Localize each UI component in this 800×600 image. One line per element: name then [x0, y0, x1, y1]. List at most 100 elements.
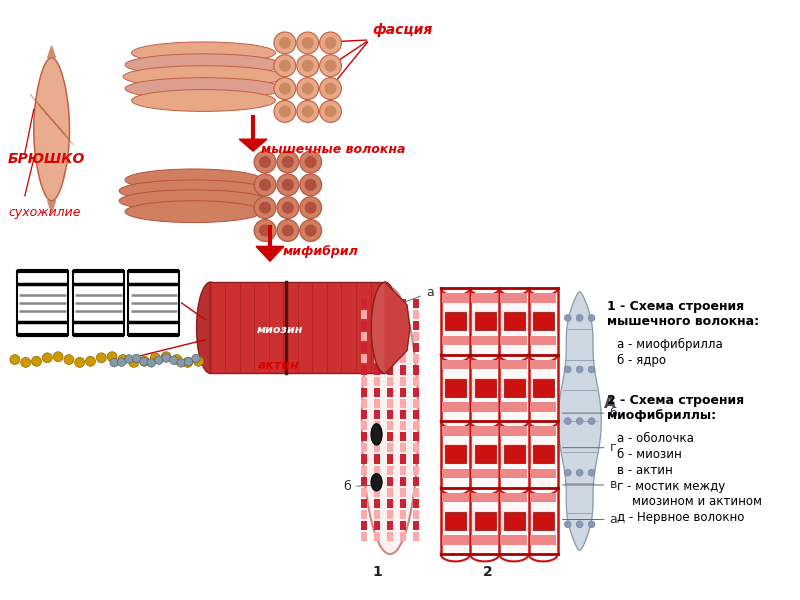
Text: в - актин: в - актин: [618, 464, 673, 477]
Circle shape: [184, 358, 193, 366]
Circle shape: [564, 418, 571, 425]
Bar: [413, 410, 418, 419]
Circle shape: [259, 202, 271, 214]
Ellipse shape: [131, 89, 275, 112]
Circle shape: [259, 224, 271, 236]
Bar: [530, 403, 557, 412]
Bar: [471, 293, 498, 303]
Bar: [400, 499, 406, 508]
Bar: [387, 299, 393, 308]
Bar: [400, 321, 406, 330]
Bar: [446, 379, 466, 397]
Circle shape: [21, 358, 30, 367]
Circle shape: [259, 156, 271, 168]
Circle shape: [588, 366, 595, 373]
Bar: [374, 532, 380, 541]
Circle shape: [305, 224, 317, 236]
Circle shape: [302, 106, 314, 118]
Circle shape: [325, 37, 337, 49]
Bar: [387, 388, 393, 397]
Bar: [362, 521, 367, 530]
Bar: [400, 510, 406, 519]
Bar: [413, 510, 418, 519]
Bar: [530, 336, 557, 345]
Bar: [474, 379, 496, 397]
Text: б: б: [343, 480, 375, 493]
Bar: [374, 399, 380, 408]
Bar: [387, 399, 393, 408]
Circle shape: [588, 469, 595, 476]
Circle shape: [576, 469, 583, 476]
Circle shape: [31, 356, 42, 366]
Circle shape: [118, 358, 126, 367]
Bar: [500, 535, 527, 545]
Bar: [362, 332, 367, 341]
Bar: [387, 499, 393, 508]
Bar: [413, 454, 418, 464]
Circle shape: [576, 314, 583, 322]
Ellipse shape: [197, 282, 224, 373]
Text: г - мостик между
    миозином и актином: г - мостик между миозином и актином: [618, 479, 762, 508]
Bar: [362, 321, 367, 330]
Bar: [387, 510, 393, 519]
Bar: [374, 421, 380, 430]
Text: д - Нервное волокно: д - Нервное волокно: [618, 511, 745, 524]
Bar: [413, 310, 418, 319]
Polygon shape: [48, 46, 55, 58]
Bar: [400, 488, 406, 497]
Circle shape: [305, 202, 317, 214]
Circle shape: [297, 77, 318, 100]
Bar: [400, 421, 406, 430]
Bar: [374, 299, 380, 308]
Circle shape: [279, 106, 291, 118]
Text: БРЮШКО: БРЮШКО: [8, 152, 85, 166]
Circle shape: [254, 220, 276, 241]
Circle shape: [576, 366, 583, 373]
Circle shape: [254, 197, 276, 218]
Circle shape: [282, 156, 294, 168]
Bar: [387, 443, 393, 452]
Bar: [471, 336, 498, 345]
Bar: [374, 355, 380, 364]
Bar: [400, 388, 406, 397]
Circle shape: [53, 352, 63, 362]
Bar: [413, 532, 418, 541]
Circle shape: [274, 32, 296, 54]
Bar: [387, 332, 393, 341]
Circle shape: [300, 197, 322, 218]
Circle shape: [132, 354, 141, 362]
Circle shape: [279, 83, 291, 95]
Polygon shape: [34, 58, 70, 201]
Bar: [387, 410, 393, 419]
Bar: [413, 421, 418, 430]
Circle shape: [259, 179, 271, 191]
Bar: [387, 377, 393, 386]
Bar: [400, 377, 406, 386]
Text: а - оболочка: а - оболочка: [618, 432, 694, 445]
Circle shape: [588, 521, 595, 528]
Bar: [413, 355, 418, 364]
Bar: [362, 443, 367, 452]
Bar: [387, 432, 393, 442]
Circle shape: [564, 366, 571, 373]
Bar: [413, 443, 418, 452]
Circle shape: [107, 352, 117, 362]
Bar: [210, 282, 385, 373]
Circle shape: [182, 358, 193, 367]
Bar: [534, 512, 554, 530]
Bar: [374, 377, 380, 386]
Circle shape: [305, 156, 317, 168]
Circle shape: [564, 521, 571, 528]
Bar: [400, 399, 406, 408]
Circle shape: [300, 220, 322, 241]
Bar: [504, 445, 525, 463]
Bar: [374, 365, 380, 374]
Circle shape: [86, 356, 95, 366]
Circle shape: [154, 356, 163, 364]
Text: б - ядро: б - ядро: [618, 353, 666, 367]
Bar: [500, 293, 527, 303]
Text: фасция: фасция: [372, 23, 433, 37]
Bar: [387, 466, 393, 475]
Text: а: а: [405, 286, 434, 302]
Bar: [374, 510, 380, 519]
